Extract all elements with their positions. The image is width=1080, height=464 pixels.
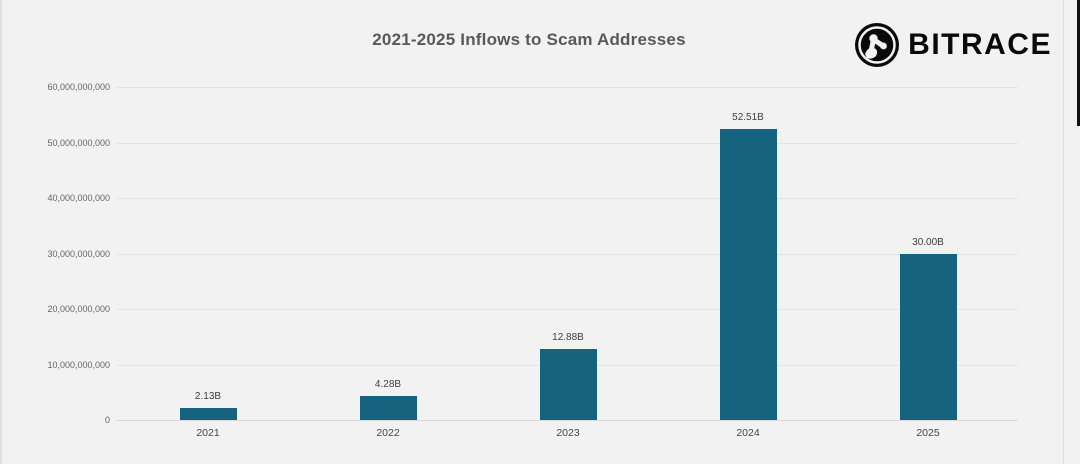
chart-title: 2021-2025 Inflows to Scam Addresses — [372, 30, 686, 49]
panel-divider — [1063, 0, 1064, 464]
y-axis-tick-label: 50,000,000,000 — [47, 137, 110, 148]
y-axis-tick-label: 10,000,000,000 — [47, 359, 110, 370]
brand-name: BITRACE — [908, 28, 1052, 61]
gridline — [117, 87, 1018, 88]
x-axis-tick-label: 2021 — [196, 427, 220, 439]
y-axis-tick-label: 0 — [104, 415, 110, 425]
bar-value-label: 2.13B — [194, 391, 222, 403]
bar-2022 — [359, 396, 417, 420]
y-axis-tick-label: 40,000,000,000 — [47, 193, 110, 203]
gridline — [117, 142, 1018, 144]
bar-value-label: 4.28B — [374, 379, 402, 391]
gridline — [117, 198, 1018, 199]
bar-value-label: 52.51B — [732, 111, 764, 123]
x-axis-tick-label: 2024 — [736, 427, 760, 439]
bar-2021 — [179, 408, 237, 420]
x-axis-tick-label: 2025 — [916, 427, 940, 439]
gridline — [117, 253, 1018, 255]
x-axis-baseline — [117, 420, 1018, 421]
x-axis-tick-label: 2022 — [376, 427, 400, 439]
y-axis-tick-label: 60,000,000,000 — [47, 82, 110, 92]
bar-2024 — [719, 128, 777, 420]
y-axis-tick-label: 20,000,000,000 — [47, 304, 110, 314]
gridline — [117, 309, 1018, 310]
window-edge-strip — [1077, 0, 1080, 126]
bar-2023 — [539, 348, 597, 420]
brand-logo: BITRACE — [854, 22, 1052, 68]
bar-value-label: 12.88B — [552, 331, 584, 343]
bar-2025 — [899, 253, 957, 420]
bitrace-globe-icon — [854, 22, 900, 68]
bar-value-label: 30.00B — [912, 236, 944, 248]
y-axis-tick-label: 30,000,000,000 — [47, 248, 110, 259]
x-axis-tick-label: 2023 — [556, 427, 580, 439]
